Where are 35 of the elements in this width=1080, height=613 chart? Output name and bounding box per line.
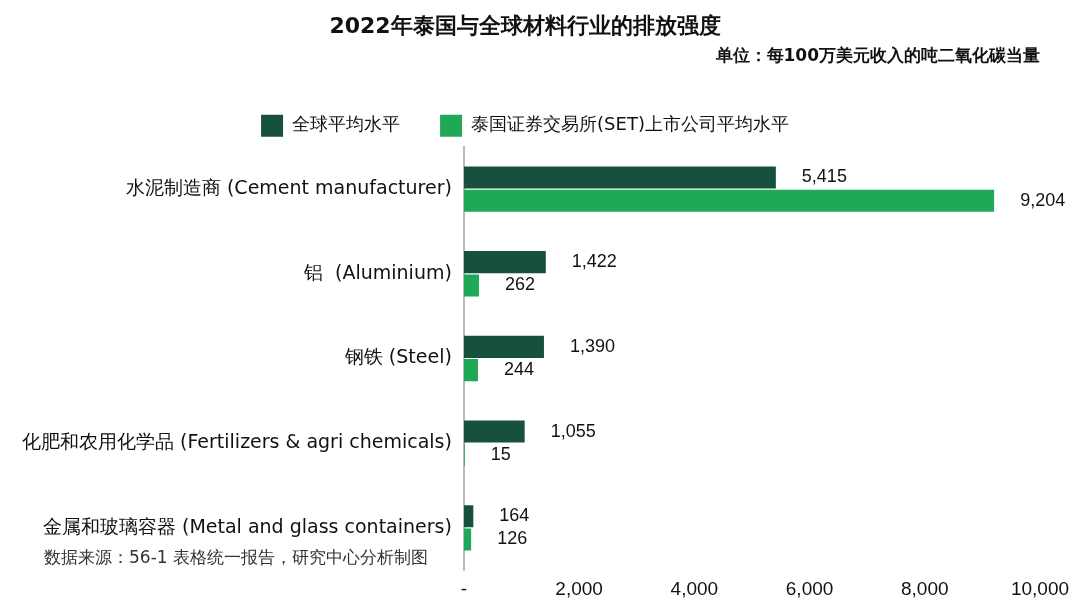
chart-subtitle: 单位：每100万美元收入的吨二氧化碳当量 [714,45,1040,66]
text: 164 [499,505,530,526]
legend-label: 泰国证券交易所(SET)上市公司平均水平 [471,113,789,135]
bar [463,189,995,212]
y-tick-label: 水泥制造商 (Cement manufacturer) [125,176,452,199]
text: 5,415 [801,166,847,187]
text: 126 [497,528,528,549]
text: 15 [490,443,511,464]
legend-label: 全球平均水平 [292,113,401,135]
chart-title: 2022年泰国与全球材料行业的排放强度 [329,12,721,38]
source-note: 数据来源：56-1 表格统一报告，研究中心分析制图 [44,546,429,569]
bar [463,359,478,382]
bar [463,505,474,528]
x-tick-label: 8,000 [901,577,949,599]
text: 244 [503,359,534,380]
bar [463,274,479,297]
x-tick-label: 10,000 [1010,577,1070,599]
text: 1,055 [550,420,596,441]
y-tick-label: 金属和玻璃容器 (Metal and glass containers) [42,514,452,537]
x-tick-label: - [460,577,468,599]
x-tick-label: 6,000 [785,577,834,599]
x-tick-label: 4,000 [670,577,719,599]
bar [463,420,525,443]
bar [463,335,544,358]
y-tick-label: 铝 (Aluminium) [302,260,452,283]
bar [463,528,472,551]
x-tick-label: 2,000 [555,577,603,599]
y-tick-label: 钢铁 (Steel) [343,345,452,368]
bar [463,251,546,274]
text: 1,422 [571,251,617,272]
bar [463,166,776,189]
text: 1,390 [569,335,615,356]
text: 262 [504,274,536,295]
y-tick-label: 化肥和农用化学品 (Fertilizers & agri chemicals) [22,430,452,453]
text: 9,204 [1020,189,1066,210]
